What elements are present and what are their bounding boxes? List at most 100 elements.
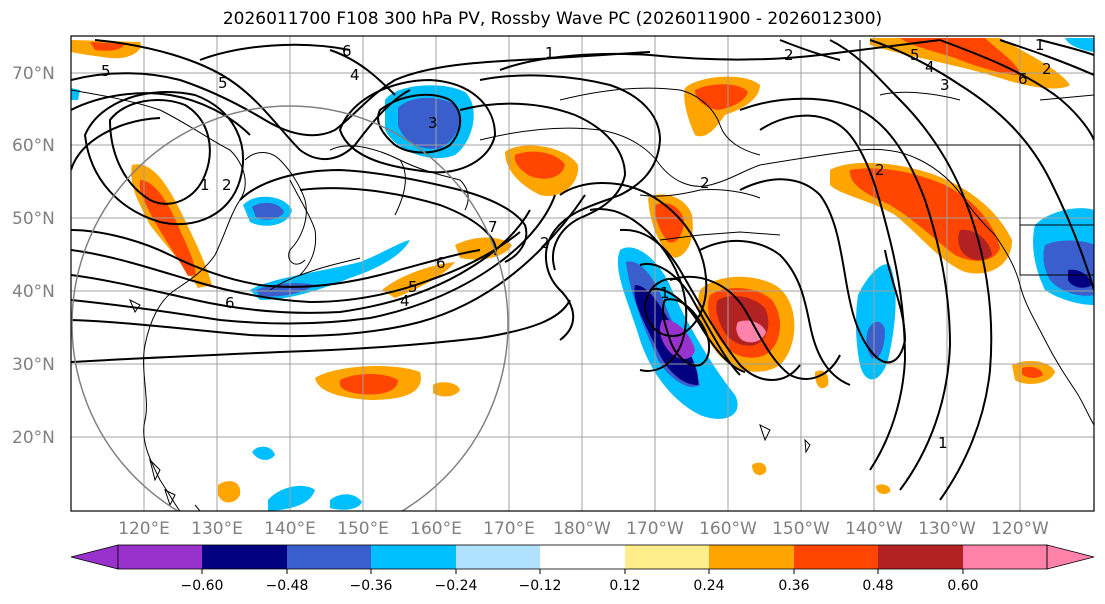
lon-label-170w: 170°W — [626, 519, 684, 539]
lat-label-70n: 70°N — [12, 64, 55, 84]
lat-label-40n: 40°N — [12, 282, 55, 302]
longitude-labels: 120°E 130°E 140°E 150°E 160°E 170°E 180°… — [118, 519, 1049, 539]
colorbar-extend-min — [70, 544, 119, 570]
colorbar-segment — [625, 545, 709, 569]
lon-label-130e: 130°E — [191, 519, 243, 539]
pv-contours — [71, 39, 1094, 501]
contour-label: 2 — [222, 176, 232, 194]
colorbar-tick-label: 0.12 — [609, 578, 640, 594]
colorbar: −0.60 −0.48 −0.36 −0.24 −0.12 0.12 0.24 … — [70, 544, 1095, 594]
contour-label: 6 — [342, 42, 352, 60]
lat-label-60n: 60°N — [12, 136, 55, 156]
lon-label-130w: 130°W — [918, 519, 976, 539]
lat-label-20n: 20°N — [12, 428, 55, 448]
contour-label-group: 5 6 4 5 1 2 3 1 2 2 5 4 3 6 1 2 1 6 5 4 … — [101, 36, 1052, 452]
negative-anomaly-area — [252, 446, 275, 460]
contour-label: 5 — [101, 62, 111, 80]
positive-anomaly-area — [433, 382, 460, 397]
positive-anomaly-area — [815, 370, 829, 389]
colorbar-segment — [878, 545, 963, 569]
colorbar-segment — [709, 545, 794, 569]
positive-anomaly-area — [90, 42, 125, 51]
contour-label: 3 — [428, 114, 438, 132]
positive-anomaly-area — [958, 229, 992, 260]
colorbar-tick-label: −0.60 — [181, 578, 224, 594]
contour-label: 2 — [700, 174, 710, 192]
lon-label-180w: 180°W — [553, 519, 611, 539]
contour-label: 1 — [545, 44, 555, 62]
positive-anomaly-area — [876, 484, 891, 494]
lon-label-160e: 160°E — [410, 519, 462, 539]
lat-label-30n: 30°N — [12, 355, 55, 375]
colorbar-segment — [963, 545, 1047, 569]
colorbar-tick-label: −0.12 — [519, 578, 562, 594]
positive-anomaly-area — [339, 374, 398, 395]
contour-label: 1 — [1035, 36, 1045, 54]
colorbar-segment — [371, 545, 456, 569]
colorbar-segment — [456, 545, 540, 569]
colorbar-tick-label: 0.36 — [778, 578, 809, 594]
colorbar-tick-label: 0.48 — [862, 578, 893, 594]
negative-anomaly-area — [1065, 38, 1094, 52]
positive-anomaly-area — [218, 481, 241, 503]
contour-label: 2 — [1042, 60, 1052, 78]
contour-label: 5 — [218, 74, 228, 92]
colorbar-tick-label: −0.24 — [435, 578, 478, 594]
colorbar-tick-label: 0.60 — [947, 578, 978, 594]
coastlines — [71, 40, 1094, 511]
colorbar-segment — [287, 545, 371, 569]
positive-anomaly-area — [455, 237, 512, 260]
contour-label: 4 — [350, 66, 360, 84]
contour-label: 4 — [400, 292, 410, 310]
colorbar-segment — [540, 545, 625, 569]
colorbar-tick-label: 0.24 — [693, 578, 724, 594]
contour-label: 5 — [408, 278, 418, 296]
negative-anomaly-area — [660, 319, 695, 359]
contour-label: 1 — [200, 176, 210, 194]
lon-label-140e: 140°E — [264, 519, 316, 539]
negative-anomaly-area — [866, 321, 885, 359]
positive-anomaly-area — [900, 38, 1020, 75]
lon-label-120e: 120°E — [118, 519, 170, 539]
colorbar-tick-label: −0.36 — [350, 578, 393, 594]
contour-label: 4 — [925, 58, 935, 76]
contour-label: 3 — [940, 76, 950, 94]
contour-label: 6 — [1018, 70, 1028, 88]
contour-label: 6 — [225, 294, 235, 312]
negative-anomaly-area — [252, 202, 284, 220]
lon-label-160w: 160°W — [699, 519, 757, 539]
contour-label: 2 — [540, 234, 550, 252]
positive-anomaly-area — [736, 320, 766, 343]
reference-circle — [71, 105, 509, 511]
map-title: 2026011700 F108 300 hPa PV, Rossby Wave … — [222, 9, 883, 29]
lon-label-150e: 150°E — [337, 519, 389, 539]
negative-anomaly-area — [398, 97, 460, 149]
graticule — [71, 36, 1094, 511]
positive-anomaly-area — [752, 462, 767, 476]
colorbar-extend-max — [1046, 544, 1095, 570]
contour-label: 6 — [436, 254, 446, 272]
negative-anomaly-area — [1068, 269, 1092, 288]
negative-anomaly-area — [330, 494, 362, 510]
colorbar-segment — [794, 545, 878, 569]
positive-anomaly-area — [654, 203, 684, 243]
positive-anomaly-area — [1022, 366, 1043, 378]
lon-label-170e: 170°E — [483, 519, 535, 539]
colorbar-segment — [118, 545, 202, 569]
lat-label-50n: 50°N — [12, 209, 55, 229]
latitude-labels: 70°N 60°N 50°N 40°N 30°N 20°N — [12, 64, 55, 448]
map-border — [70, 35, 1095, 512]
colorbar-border — [117, 544, 1048, 570]
positive-anomaly-area — [139, 180, 196, 276]
colorbar-segment — [202, 545, 287, 569]
lon-label-140w: 140°W — [845, 519, 903, 539]
contour-label: 1 — [938, 434, 948, 452]
contour-label: 7 — [488, 218, 498, 236]
lon-label-120w: 120°W — [991, 519, 1049, 539]
contour-label: 2 — [784, 46, 794, 64]
contour-label: 5 — [910, 46, 920, 64]
contour-label: 1 — [660, 284, 670, 302]
contour-label: 2 — [875, 161, 885, 179]
colorbar-tick-label: −0.48 — [266, 578, 309, 594]
